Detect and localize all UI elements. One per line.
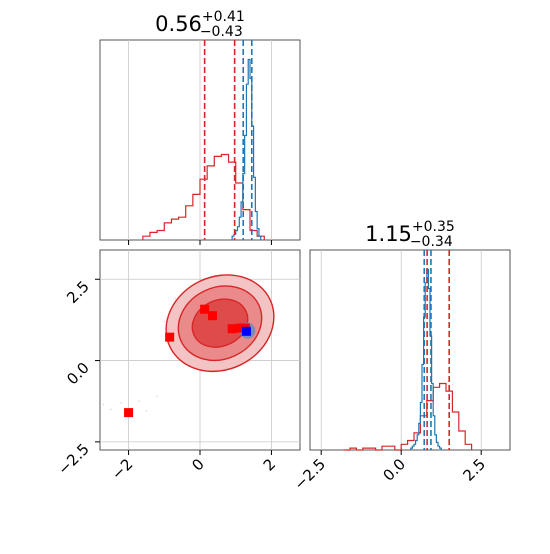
histogram-red xyxy=(343,382,473,451)
x-tick-label: −2 xyxy=(108,455,136,483)
square-marker xyxy=(235,323,245,333)
histogram-blue xyxy=(410,268,442,450)
y-tick-label: 0.0 xyxy=(63,359,93,389)
panel-bottom-right-title: 1.15+0.35 −0.34 xyxy=(365,219,455,250)
title-value: 0.56 xyxy=(155,12,202,36)
scatter-point xyxy=(102,403,105,406)
grid-lines xyxy=(320,250,482,450)
panel-bottom-left: −2 0 2 −2.5 0.0 2.5 xyxy=(54,249,301,483)
grid-lines xyxy=(128,40,272,240)
x-tick-labels: −2 0 2 xyxy=(108,455,279,483)
panel-top-left-title: 0.56+0.41 −0.43 xyxy=(155,9,245,40)
tick-marks xyxy=(95,278,272,455)
panel-bottom-right-frame xyxy=(309,249,511,451)
quantile-lines xyxy=(203,40,253,240)
y-tick-label: 2.5 xyxy=(63,277,93,307)
title-minus: −0.43 xyxy=(200,24,243,40)
y-tick-labels: −2.5 0.0 2.5 xyxy=(54,277,92,478)
x-tick-marks xyxy=(320,450,482,455)
scatter-point xyxy=(138,400,141,403)
scatter-point xyxy=(145,410,148,412)
panel-top-left: 0.56+0.41 −0.43 xyxy=(99,9,301,245)
x-tick-label: 0 xyxy=(188,455,207,474)
x-tick-label: −2.5 xyxy=(291,455,329,493)
x-tick-label: 2.5 xyxy=(459,455,489,485)
scatter-point xyxy=(163,320,166,323)
square-marker xyxy=(208,311,217,321)
x-tick-labels: −2.5 0.0 2.5 xyxy=(291,455,489,493)
square-marker xyxy=(241,326,251,336)
title-value: 1.15 xyxy=(365,222,412,246)
histograms xyxy=(343,268,473,451)
scatter-point xyxy=(156,395,159,398)
scatter-point xyxy=(120,401,123,404)
scatter-point xyxy=(174,297,176,300)
square-marker xyxy=(200,304,210,314)
x-tick-label: 2 xyxy=(260,455,279,474)
title-plus: +0.35 xyxy=(412,219,455,235)
x-tick-label: 0.0 xyxy=(379,455,409,485)
histogram-blue xyxy=(231,58,262,240)
density-contours xyxy=(165,274,275,373)
quantile-lines xyxy=(423,250,451,450)
histograms xyxy=(142,58,265,240)
square-marker xyxy=(165,332,175,342)
markers xyxy=(124,304,251,418)
histogram-red xyxy=(142,153,265,240)
scatter-point xyxy=(109,408,112,411)
square-marker xyxy=(227,324,237,334)
x-tick-marks xyxy=(128,240,272,245)
square-marker xyxy=(124,408,134,418)
panel-bottom-right: −2.5 0.0 2.5 1.15+0.35 −0.34 xyxy=(291,219,511,494)
title-minus: −0.34 xyxy=(410,234,453,250)
y-tick-label: −2.5 xyxy=(54,440,92,478)
title-plus: +0.41 xyxy=(202,9,245,25)
